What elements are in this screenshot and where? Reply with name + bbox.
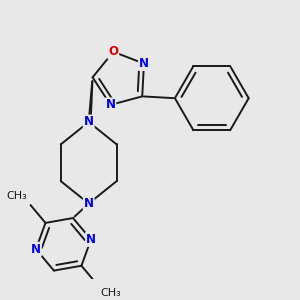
Text: CH₃: CH₃ <box>6 190 27 201</box>
Text: N: N <box>84 116 94 128</box>
Text: O: O <box>108 45 118 58</box>
Text: N: N <box>106 98 116 111</box>
Text: N: N <box>31 243 41 256</box>
Text: N: N <box>84 197 94 210</box>
Text: N: N <box>86 233 96 246</box>
Text: N: N <box>139 57 149 70</box>
Text: CH₃: CH₃ <box>100 288 121 298</box>
